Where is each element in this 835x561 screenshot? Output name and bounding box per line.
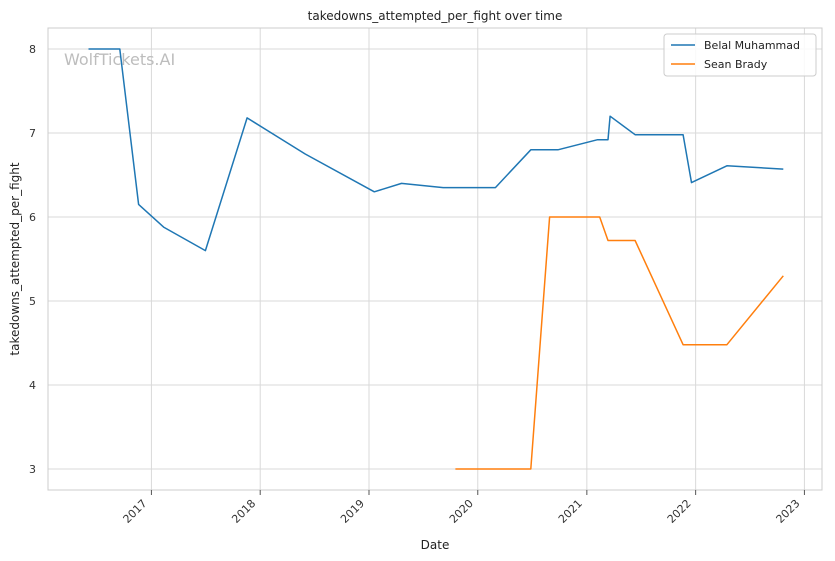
x-axis: 2017 2018 2019 2020 2021 2022 2023 bbox=[121, 490, 805, 526]
y-tick-label: 8 bbox=[29, 43, 36, 56]
x-tick-label: 2017 bbox=[121, 497, 150, 526]
grid-lines bbox=[48, 28, 822, 490]
x-tick-label: 2018 bbox=[229, 497, 258, 526]
series-layer bbox=[88, 48, 784, 470]
plot-area bbox=[47, 27, 823, 491]
series-line-belal-muhammad bbox=[88, 48, 784, 252]
legend-label-sean-brady: Sean Brady bbox=[704, 58, 768, 71]
legend: Belal Muhammad Sean Brady bbox=[663, 33, 817, 77]
y-axis: 3 4 5 6 7 8 bbox=[29, 43, 36, 476]
y-tick-label: 4 bbox=[29, 379, 36, 392]
x-tick-label: 2020 bbox=[447, 497, 476, 526]
y-tick-label: 5 bbox=[29, 295, 36, 308]
legend-label-belal-muhammad: Belal Muhammad bbox=[704, 39, 800, 52]
x-tick-label: 2021 bbox=[556, 497, 585, 526]
y-tick-label: 7 bbox=[29, 127, 36, 140]
x-tick-label: 2019 bbox=[338, 497, 367, 526]
x-tick-label: 2023 bbox=[774, 497, 803, 526]
legend-box bbox=[663, 33, 817, 77]
x-tick-label: 2022 bbox=[665, 497, 694, 526]
x-axis-label: Date bbox=[421, 538, 450, 552]
watermark: WolfTickets.AI bbox=[64, 50, 175, 69]
y-axis-label: takedowns_attempted_per_fight bbox=[8, 162, 22, 355]
chart-title: takedowns_attempted_per_fight over time bbox=[308, 9, 563, 23]
y-tick-label: 3 bbox=[29, 463, 36, 476]
y-tick-label: 6 bbox=[29, 211, 36, 224]
series-line-sean-brady bbox=[455, 216, 784, 470]
